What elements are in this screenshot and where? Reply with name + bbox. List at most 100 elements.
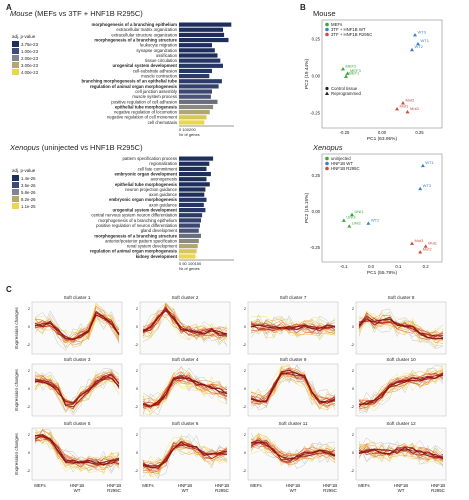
term-label: extracellular matrix organization [116, 27, 177, 32]
data-point [344, 74, 348, 78]
x-axis-label: WT [74, 488, 81, 493]
term-bar [179, 22, 232, 27]
term-label: anterior/posterior pattern specification [105, 238, 178, 243]
legend-label: MEFs [331, 22, 342, 27]
expression-trace [34, 432, 120, 469]
pvalue-legend: adj. p-value 1.4e-25 3.5e-26 5.8e-26 8.2e-26… [12, 168, 36, 209]
expression-trace [358, 447, 444, 461]
expression-trace [358, 365, 444, 408]
term-label: epithelial tube morphogenesis [115, 104, 178, 109]
expression-trace [358, 316, 444, 337]
y-tick: 2 [244, 369, 246, 373]
legend-value: 8.2e-26 [21, 197, 36, 202]
data-point [401, 101, 405, 105]
legend-value: 1.1e-25 [21, 204, 36, 209]
expression-trace [34, 313, 120, 346]
legend-dot [325, 32, 329, 37]
panel-c-label: C [6, 285, 12, 294]
x-tick: 0.00 [378, 130, 387, 135]
legend-swatch [12, 62, 19, 68]
y-tick: -2 [27, 469, 30, 473]
term-label: pattern specification process [123, 156, 177, 161]
term-bar [179, 43, 212, 48]
expression-trace [250, 371, 336, 404]
y-tick: 0 [244, 387, 246, 391]
y-tick: 0.00 [312, 74, 321, 79]
expression-trace [250, 438, 336, 460]
expression-trace [250, 367, 336, 402]
y-tick: -2 [135, 405, 138, 409]
term-bar [179, 249, 197, 254]
x-axis-label: HNF1B [286, 483, 300, 488]
legend-swatch [12, 182, 19, 188]
expression-trace [142, 307, 227, 335]
y-tick: 0 [244, 451, 246, 455]
legend-value: 5.8e-26 [21, 190, 36, 195]
expression-trace [250, 436, 336, 462]
legend-label: 3TF + HNF1B R295C [331, 32, 372, 37]
species-name: Xenopus [9, 143, 40, 152]
term-label: positive regulation of neuron differenti… [96, 223, 178, 228]
legend-value: 3.75e-23 [21, 42, 39, 47]
x-axis-label: HNF1B [178, 483, 192, 488]
data-point [418, 186, 423, 191]
expression-trace [142, 376, 228, 412]
expression-trace [34, 374, 120, 406]
soft-cluster-plot: Soft cluster 7 2 0 -2 [243, 295, 339, 355]
panel-a-label: A [6, 3, 12, 12]
y-tick: 2 [352, 307, 354, 311]
x-axis-label: R295C [107, 488, 121, 493]
x-tick: 0.25 [415, 130, 424, 135]
point-label: Mut3 [415, 238, 425, 243]
panel-a-mouse-title: Mouse (MEFs vs 3TF + HNF1B R295C) [10, 9, 143, 18]
y-tick: 2 [244, 433, 246, 437]
data-point [395, 106, 399, 111]
term-bar [179, 197, 207, 202]
expression-trace [358, 448, 444, 460]
expression-trace [250, 368, 336, 406]
expression-trace [358, 318, 444, 340]
expression-trace [358, 443, 444, 461]
y-tick: 0 [352, 387, 354, 391]
term-label: cell-substrate adhesion [133, 68, 178, 73]
term-label: synapse organization [136, 48, 177, 53]
expression-trace [250, 433, 336, 464]
x-axis-label: MEFs [34, 483, 46, 488]
term-label: epithelial tube morphogenesis [115, 182, 178, 187]
soft-cluster-plot: Soft cluster 10 2 0 -2 [351, 357, 447, 417]
point-label: Mut1 [400, 103, 410, 108]
term-label: branching morphogenesis of an epithelial… [82, 79, 178, 84]
term-bar [179, 27, 223, 32]
y-tick: -2 [351, 405, 354, 409]
cluster-title: Soft cluster 2 [172, 295, 199, 300]
legend-swatch [12, 48, 19, 54]
y-tick: -2 [27, 405, 30, 409]
data-point [347, 224, 352, 228]
y-tick: -2 [351, 343, 354, 347]
soft-cluster-plot: Soft cluster 3 2 0 -2 Expression changes [14, 357, 123, 417]
y-tick: 2 [352, 369, 354, 373]
legend-dot [325, 161, 329, 166]
data-point [410, 47, 414, 52]
term-bar [179, 223, 200, 228]
expression-trace [250, 322, 336, 334]
term-bar [179, 182, 210, 187]
term-bar [179, 208, 206, 213]
legend-dot [325, 22, 329, 27]
soft-cluster-plot: Soft cluster 4 2 0 -2 [135, 357, 231, 417]
y-axis-label: Expression changes [14, 433, 19, 475]
term-bar [179, 233, 201, 238]
term-bar [179, 63, 223, 68]
x-tick: -0.1 [340, 264, 348, 269]
pvalue-legend: adj. p-value 3.75e-23 1.00e-23 2.00e-23 3.00… [12, 34, 39, 75]
panel-b-label: B [300, 3, 306, 12]
expression-trace [358, 444, 444, 462]
term-bar [179, 37, 229, 43]
y-tick: 0 [352, 325, 354, 329]
term-label: negative regulation of cell movement [107, 115, 178, 120]
term-label: neuron projection guidance [125, 187, 177, 192]
cluster-title: Soft cluster 1 [64, 295, 91, 300]
